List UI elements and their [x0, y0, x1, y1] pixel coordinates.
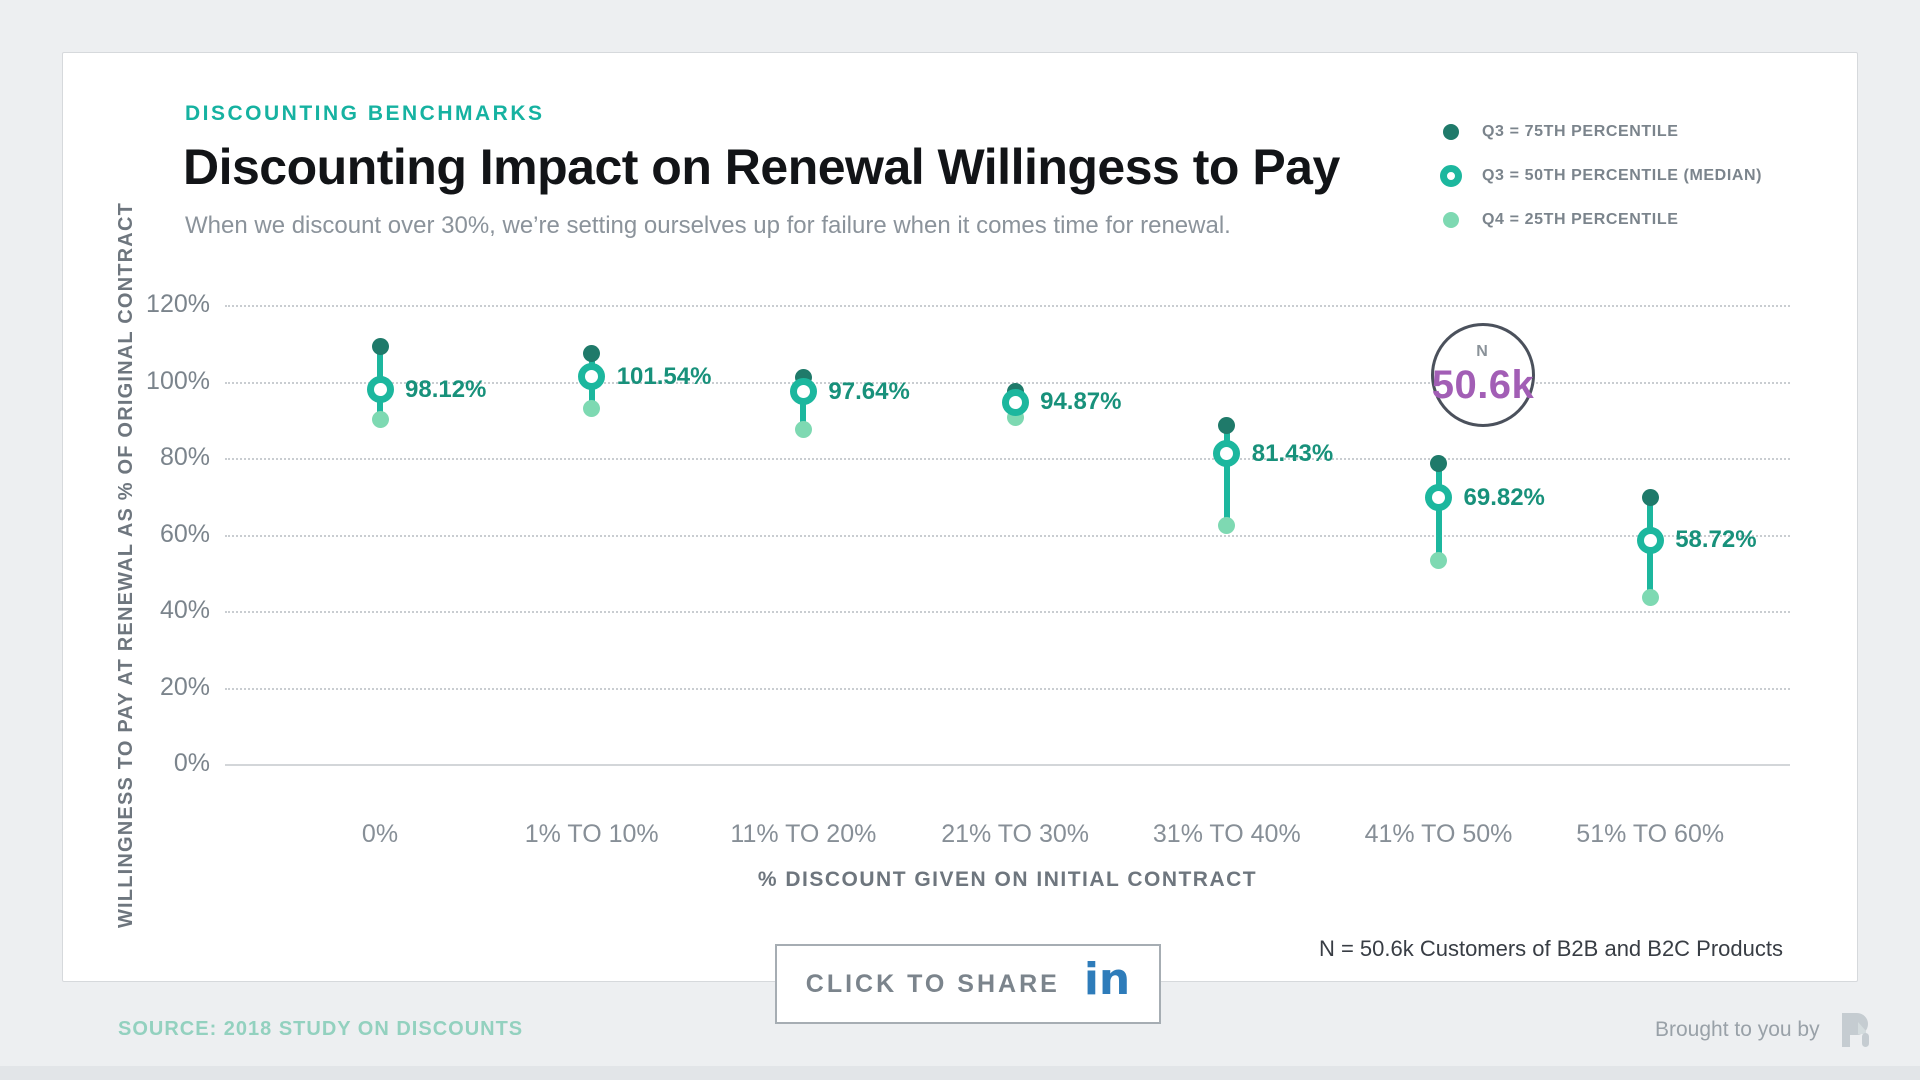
legend-item-label: Q3 = 75TH PERCENTILE: [1482, 123, 1679, 140]
legend-item-median: Q3 = 50TH PERCENTILE (MEDIAN): [1428, 154, 1762, 198]
legend: Q3 = 75TH PERCENTILE Q3 = 50TH PERCENTIL…: [1428, 110, 1762, 242]
eyebrow-label: DISCOUNTING BENCHMARKS: [185, 102, 545, 125]
brought-by-label: Brought to you by: [1655, 1018, 1820, 1041]
teal-ring-icon: [1428, 165, 1474, 187]
sample-note: N = 50.6k Customers of B2B and B2C Produ…: [1318, 936, 1783, 961]
linkedin-icon: in: [1083, 954, 1131, 1005]
source-note: SOURCE: 2018 STUDY ON DISCOUNTS: [118, 1018, 524, 1040]
x-axis-title: % DISCOUNT GIVEN ON INITIAL CONTRACT: [757, 868, 1258, 891]
legend-item-q3-75th: Q3 = 75TH PERCENTILE: [1428, 110, 1762, 154]
badge-n-label: N: [1476, 342, 1490, 360]
sample-size-badge: N 50.6k: [1431, 323, 1535, 427]
page-subtitle: When we discount over 30%, we’re setting…: [185, 212, 1231, 239]
brought-by: Brought to you by: [1655, 1008, 1876, 1052]
chart-card: [62, 52, 1858, 982]
share-button-label: CLICK TO SHARE: [805, 969, 1060, 998]
badge-value: 50.6k: [1431, 362, 1535, 407]
share-button[interactable]: CLICK TO SHARE in: [775, 944, 1161, 1024]
legend-item-label: Q4 = 25TH PERCENTILE: [1482, 211, 1679, 228]
brand-logo-icon: [1841, 1013, 1869, 1047]
legend-item-label: Q3 = 50TH PERCENTILE (MEDIAN): [1482, 167, 1763, 184]
page-title: Discounting Impact on Renewal Willingess…: [183, 139, 1340, 195]
y-axis-title: WILLINGNESS TO PAY AT RENEWAL AS % OF OR…: [115, 201, 137, 929]
legend-item-q4-25th: Q4 = 25TH PERCENTILE: [1428, 198, 1762, 242]
bottom-strip: [0, 1066, 1920, 1080]
filled-light-dot-icon: [1428, 212, 1474, 228]
filled-dark-dot-icon: [1428, 124, 1474, 140]
